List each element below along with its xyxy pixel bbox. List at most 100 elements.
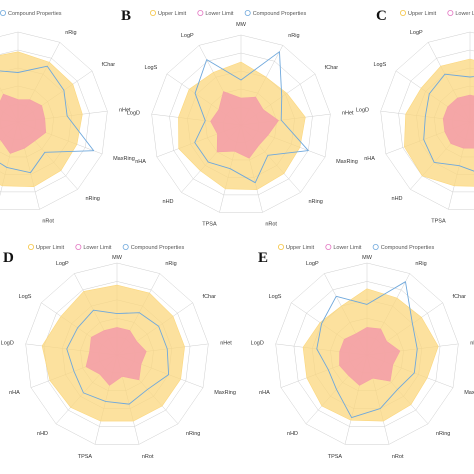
axis-label-fchar: fChar <box>203 294 217 300</box>
axis-label-fchar: fChar <box>102 62 116 68</box>
axis-label-maxring: MaxRing <box>113 156 135 162</box>
axis-label-nhet: nHet <box>470 340 474 346</box>
panel-letter: B <box>121 8 131 24</box>
axis-label-mw: MW <box>362 255 373 261</box>
axis-label-logs: LogS <box>269 294 282 300</box>
axis-label-nrig: nRig <box>65 30 76 36</box>
series-compound-properties <box>66 309 170 405</box>
axis-label-nring: nRing <box>85 196 99 202</box>
axis-label-nrot: nRot <box>265 222 277 228</box>
axis-label-maxring: MaxRing <box>464 390 474 396</box>
legend-marker <box>447 9 454 16</box>
axis-label-logp: LogP <box>306 261 319 267</box>
legend-entry: Compound Properties <box>381 245 435 251</box>
axis-label-nrig: nRig <box>415 261 426 267</box>
legend-marker <box>399 9 406 16</box>
axis-label-tpsa: TPSA <box>328 454 343 460</box>
axis-label-nhet: nHet <box>220 340 232 346</box>
axis-label-logs: LogS <box>144 65 157 71</box>
series-lower-limit <box>442 94 474 149</box>
series-compound-properties <box>0 65 95 174</box>
legend-entry: Upper Limit <box>158 11 187 17</box>
axis-label-nring: nRing <box>308 199 322 205</box>
axis-label-nrot: nRot <box>392 454 404 460</box>
series-upper-limit <box>404 58 474 187</box>
axis-label-nhd: nHD <box>163 199 174 205</box>
axis-label-logp: LogP <box>410 30 423 36</box>
axis-label-maxring: MaxRing <box>336 159 358 165</box>
axis-label-tpsa: TPSA <box>78 454 93 460</box>
series-lower-limit <box>0 93 47 154</box>
legend-entry: Lower Limit <box>333 245 362 251</box>
legend-marker <box>325 243 332 250</box>
radar-panel-e: nRig fChar nHet MaxRing nRing nRot TPSA nHD nHA L… <box>251 243 474 460</box>
legend-marker <box>277 243 284 250</box>
axis-label-tpsa: TPSA <box>431 219 446 225</box>
grid-ring <box>151 34 331 213</box>
axis-label-mw: MW <box>236 22 247 28</box>
series-compound-properties <box>423 73 474 172</box>
series-lower-limit <box>85 327 147 386</box>
axis-label-maxring: MaxRing <box>214 390 236 396</box>
panel-letter: D <box>3 250 14 266</box>
panel-letter: C <box>376 8 387 24</box>
axis-label-nhet: nHet <box>342 111 354 117</box>
legend-marker <box>75 243 82 250</box>
legend-entry: Lower Limit <box>455 11 474 17</box>
grid-ring <box>380 31 474 210</box>
grid-ring <box>0 31 108 210</box>
legend-entry: Upper Limit <box>408 11 437 17</box>
axis-label-nha: nHA <box>9 390 20 396</box>
axis-label-nhet: nHet <box>119 108 131 114</box>
axis-label-nrig: nRig <box>288 33 299 39</box>
axis-label-mw: MW <box>112 255 123 261</box>
series-lower-limit <box>210 91 279 159</box>
legend-entry: Upper Limit <box>36 245 65 251</box>
axis-label-logp: LogP <box>181 33 194 39</box>
axis-label-logs: LogS <box>373 62 386 68</box>
radar-panel-c: TPSA nHD nHA LogD LogS LogP C Upper Limit Lower … <box>356 8 474 225</box>
grid-ring <box>43 281 191 427</box>
radar-panel-a: nRig fChar nHet MaxRing nRing nRot Compound Pr… <box>0 9 135 225</box>
legend-marker <box>197 9 204 16</box>
axis-label-nha: nHA <box>259 390 270 396</box>
axis-label-nrot: nRot <box>42 219 54 225</box>
axis-label-nha: nHA <box>364 156 375 162</box>
legend-entry: Upper Limit <box>286 245 315 251</box>
axis-label-tpsa: TPSA <box>202 222 217 228</box>
legend-marker <box>149 9 156 16</box>
panel-letter: E <box>258 250 268 266</box>
axis-label-logd: LogD <box>251 340 264 346</box>
axis-label-logd: LogD <box>356 108 369 114</box>
series-lower-limit <box>339 327 401 386</box>
legend-entry: Compound Properties <box>8 11 62 17</box>
legend-marker <box>372 243 379 250</box>
axis-label-fchar: fChar <box>453 294 467 300</box>
radar-panel-d: nRig fChar nHet MaxRing nRing nRot TPSA nHD nHA L… <box>1 243 236 460</box>
series-compound-properties <box>194 51 309 184</box>
legend-marker <box>244 9 251 16</box>
grid-ring <box>25 262 209 445</box>
axis-label-logd: LogD <box>127 111 140 117</box>
radar-panel-b: nRig fChar nHet MaxRing nRing nRot TPSA nHD nHA L… <box>121 8 358 228</box>
axis-label-fchar: fChar <box>325 65 339 71</box>
legend-marker <box>27 243 34 250</box>
axis-label-logs: LogS <box>19 294 32 300</box>
axis-label-nring: nRing <box>186 431 200 437</box>
axis-label-nring: nRing <box>436 431 450 437</box>
axis-label-nhd: nHD <box>287 431 298 437</box>
axis-label-logd: LogD <box>1 340 14 346</box>
legend-marker <box>0 9 6 16</box>
grid-ring <box>398 49 474 193</box>
axis-label-nrig: nRig <box>165 261 176 267</box>
grid-ring <box>293 281 441 427</box>
legend-marker <box>122 243 129 250</box>
grid-ring <box>169 52 313 196</box>
axis-label-logp: LogP <box>56 261 69 267</box>
legend-entry: Lower Limit <box>205 11 234 17</box>
legend-entry: Compound Properties <box>131 245 185 251</box>
axis-label-nha: nHA <box>135 159 146 165</box>
axis-label-nhd: nHD <box>37 431 48 437</box>
legend-entry: Lower Limit <box>83 245 112 251</box>
